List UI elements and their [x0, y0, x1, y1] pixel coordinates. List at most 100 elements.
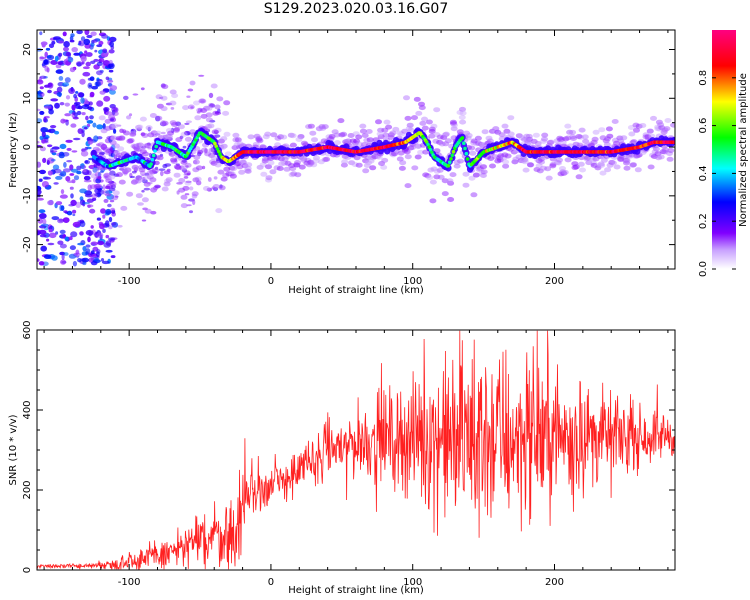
noise-blob [107, 203, 112, 208]
halo-blob [526, 162, 534, 168]
halo-blob [144, 143, 152, 148]
noise-blob [44, 105, 52, 109]
noise-blob [61, 254, 65, 260]
halo-blob [245, 162, 253, 168]
noise-blob [108, 59, 113, 65]
halo-blob [171, 122, 178, 127]
halo-blob [382, 132, 390, 138]
noise-blob [109, 199, 115, 203]
halo-blob [222, 110, 230, 116]
noise-blob [89, 91, 95, 97]
noise-blob [37, 218, 43, 224]
ridge-core [449, 157, 453, 161]
halo-blob [590, 139, 598, 145]
noise-blob [96, 79, 103, 82]
snr-ylabel: SNR (10 * v/v) [8, 414, 19, 485]
halo-blob [191, 191, 199, 197]
noise-blob [76, 30, 83, 35]
noise-blob [40, 41, 48, 46]
halo-blob [182, 185, 190, 191]
halo-blob [167, 130, 175, 136]
noise-blob [189, 80, 196, 86]
noise-blob [87, 82, 93, 89]
halo-blob [603, 142, 611, 147]
ridge-core [151, 153, 156, 158]
noise-blob [111, 211, 116, 217]
halo-blob [270, 132, 278, 138]
ridge-core [153, 149, 157, 153]
noise-blob [154, 184, 161, 189]
halo-blob [198, 98, 206, 104]
halo-blob [247, 134, 255, 140]
noise-blob [90, 225, 94, 229]
halo-blob [341, 159, 349, 165]
halo-blob [606, 133, 614, 139]
halo-blob [265, 164, 272, 170]
halo-blob [404, 154, 412, 160]
halo-blob [419, 120, 427, 126]
halo-blob [450, 126, 458, 132]
halo-blob [223, 100, 231, 106]
halo-blob [333, 140, 341, 146]
halo-blob [260, 171, 268, 177]
noise-blob [94, 49, 98, 53]
noise-blob [96, 61, 103, 66]
halo-blob [433, 107, 441, 113]
colorbar-tick-label: 0.8 [698, 70, 709, 86]
colorbar-tick-label: 0.6 [698, 118, 709, 134]
noise-blob [90, 241, 98, 246]
halo-blob [156, 155, 164, 161]
noise-blob [79, 78, 86, 85]
colorbar-ticks: 0.0 0.2 0.4 0.6 0.8 [698, 70, 736, 277]
halo-blob [457, 158, 464, 164]
noise-blob [47, 170, 53, 176]
noise-blob [80, 97, 85, 104]
halo-blob [141, 197, 149, 203]
halo-blob [598, 127, 606, 133]
halo-blob [407, 127, 415, 133]
halo-blob [289, 133, 297, 139]
noise-blob [166, 168, 171, 172]
halo-blob [149, 113, 157, 118]
snr-panel: -100 0 100 200 0 200 400 600 Height of straight… [8, 320, 676, 596]
halo-blob [220, 136, 228, 142]
halo-blob [418, 105, 426, 111]
halo-blob [187, 104, 195, 110]
noise-blob [170, 107, 175, 110]
halo-blob [207, 123, 215, 129]
y-tick-label: -10 [22, 188, 33, 204]
noise-blob [101, 34, 109, 39]
noise-blob [87, 140, 93, 145]
noise-blob [108, 69, 114, 73]
noise-blob [47, 89, 52, 94]
noise-blob [105, 208, 112, 215]
noise-blob [70, 33, 75, 38]
halo-blob [175, 137, 183, 143]
halo-blob [650, 115, 657, 121]
halo-blob [201, 147, 208, 153]
noise-blob [38, 178, 43, 182]
noise-blob [42, 58, 50, 66]
halo-blob [556, 157, 563, 163]
noise-blob [105, 185, 111, 190]
noise-blob [207, 177, 212, 182]
noise-blob [39, 31, 43, 36]
halo-blob [112, 190, 120, 196]
colorbar-tick-label: 0.2 [698, 213, 709, 229]
noise-blob [76, 62, 82, 67]
halo-blob [620, 135, 628, 141]
halo-blob [224, 151, 232, 157]
noise-blob [105, 249, 113, 253]
noise-blob [57, 218, 64, 224]
halo-blob [575, 174, 583, 180]
halo-blob [628, 131, 636, 137]
noise-blob [50, 125, 57, 129]
noise-blob [96, 100, 104, 107]
noise-blob [37, 161, 42, 168]
halo-blob [192, 177, 200, 183]
ridge-core [149, 162, 153, 166]
y-tick-label: -20 [22, 236, 33, 252]
halo-blob [652, 146, 660, 152]
noise-blob [90, 60, 96, 64]
halo-blob [507, 115, 515, 121]
